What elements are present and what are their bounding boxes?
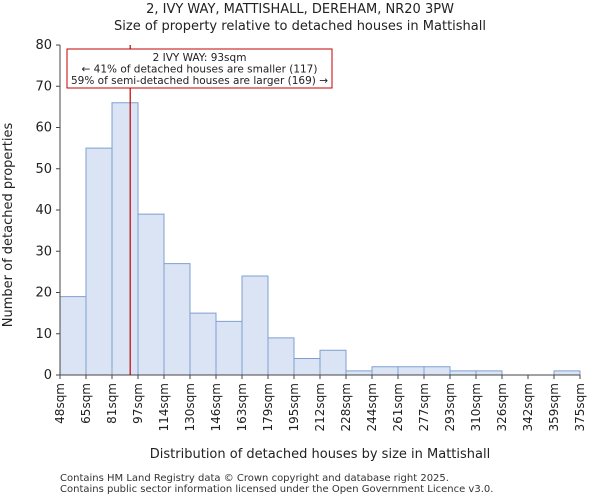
histogram-bar xyxy=(397,366,425,376)
x-tick-label: 65sqm xyxy=(79,383,93,424)
x-tick-label: 195sqm xyxy=(287,383,301,431)
x-tick-label: 130sqm xyxy=(183,383,197,431)
x-tick-label: 342sqm xyxy=(521,383,535,431)
x-tick-label: 310sqm xyxy=(469,383,483,431)
histogram-bar xyxy=(423,366,451,376)
annotation-line-1: 2 IVY WAY: 93sqm xyxy=(153,52,247,64)
x-tick-label: 375sqm xyxy=(573,383,587,431)
histogram-bar xyxy=(59,296,87,376)
y-tick-label: 50 xyxy=(35,162,52,177)
annotation-box xyxy=(66,48,333,89)
x-tick-label: 261sqm xyxy=(391,383,405,431)
histogram-bar xyxy=(267,337,295,376)
x-tick-label: 326sqm xyxy=(495,383,509,431)
histogram-bar xyxy=(137,213,165,376)
x-tick-label: 228sqm xyxy=(339,383,353,431)
histogram-bar xyxy=(215,320,243,376)
x-tick-label: 179sqm xyxy=(261,383,275,431)
histogram-bar xyxy=(189,312,217,376)
x-tick-label: 212sqm xyxy=(313,383,327,431)
chart-title: 2, IVY WAY, MATTISHALL, DEREHAM, NR20 3P… xyxy=(146,2,454,17)
footer-line-1: Contains HM Land Registry data © Crown c… xyxy=(60,473,449,484)
y-tick-label: 40 xyxy=(35,203,52,218)
x-tick-label: 293sqm xyxy=(443,383,457,431)
x-tick-label: 97sqm xyxy=(131,383,145,424)
x-tick-label: 244sqm xyxy=(365,383,379,431)
histogram-bar xyxy=(449,370,477,376)
y-tick-label: 80 xyxy=(35,38,52,53)
histogram-bar xyxy=(293,358,321,376)
x-tick-label: 163sqm xyxy=(235,383,249,431)
histogram-bar xyxy=(163,263,191,376)
x-tick-label: 48sqm xyxy=(53,383,67,424)
annotation-line-3: 59% of semi-detached houses are larger (… xyxy=(71,75,328,87)
y-tick-label: 10 xyxy=(35,327,52,342)
y-tick-label: 70 xyxy=(35,79,52,94)
histogram-bar xyxy=(371,366,399,376)
histogram-bar xyxy=(111,102,139,376)
annotation-line-2: ← 41% of detached houses are smaller (11… xyxy=(82,64,318,76)
histogram-bar xyxy=(85,147,113,376)
y-tick-label: 0 xyxy=(44,368,52,383)
y-axis-label: Number of detached properties xyxy=(1,123,16,328)
x-tick-label: 146sqm xyxy=(209,383,223,431)
x-tick-label: 81sqm xyxy=(105,383,119,424)
x-tick-label: 114sqm xyxy=(157,383,171,431)
x-axis-label: Distribution of detached houses by size … xyxy=(150,447,490,462)
y-tick-label: 30 xyxy=(35,244,52,259)
chart-subtitle: Size of property relative to detached ho… xyxy=(114,19,486,34)
x-tick-label: 359sqm xyxy=(547,383,561,431)
histogram-bar xyxy=(241,275,269,376)
y-tick-label: 60 xyxy=(35,121,52,136)
y-tick-label: 20 xyxy=(35,286,52,301)
histogram-bar xyxy=(319,349,347,376)
x-tick-label: 277sqm xyxy=(417,383,431,431)
histogram-bar xyxy=(345,370,373,376)
histogram-bar xyxy=(475,370,503,376)
footer-line-2: Contains public sector information licen… xyxy=(60,484,494,495)
histogram-bar xyxy=(553,370,581,376)
